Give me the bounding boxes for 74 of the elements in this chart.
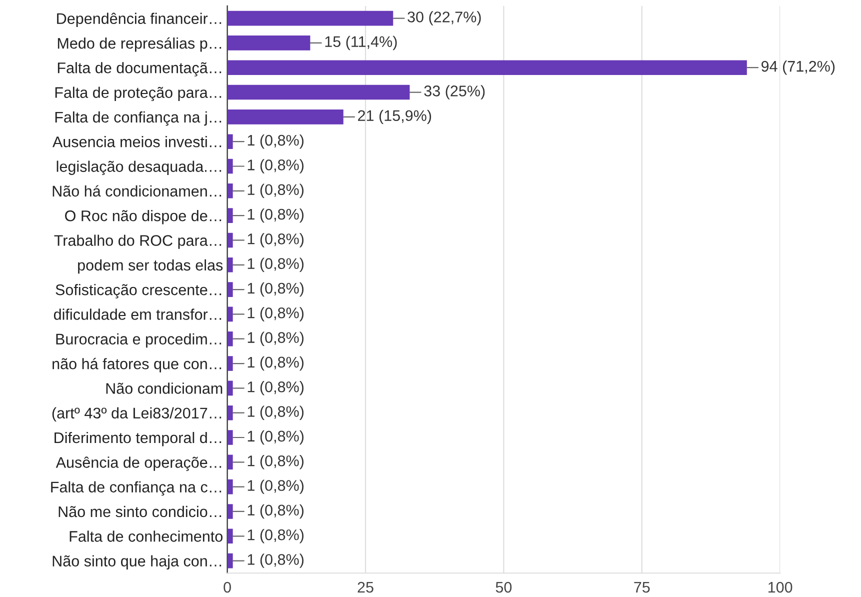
y-tick-label: Não condicionam	[106, 382, 222, 394]
data-label: 1 (0,8%)	[248, 529, 304, 544]
bar	[227, 232, 233, 248]
data-label: 1 (0,8%)	[248, 504, 304, 519]
data-label: 1 (0,8%)	[248, 307, 304, 322]
bar	[227, 84, 410, 100]
y-tick-label: O Roc não dispoe de…	[65, 210, 222, 224]
y-tick-label: dificuldade em transfor…	[54, 308, 222, 320]
y-tick-label: Falta de conhecimento	[70, 530, 223, 542]
y-tick-label: podem ser todas elas	[78, 259, 223, 274]
bar	[227, 257, 233, 272]
y-tick-label: Burocracia e procedim…	[56, 333, 222, 348]
y-tick-label: Não sinto que haja con…	[52, 555, 222, 570]
bar	[227, 405, 233, 420]
y-tick-label: Não me sinto condicio…	[58, 506, 222, 518]
bar	[227, 282, 233, 297]
bar	[227, 158, 233, 174]
y-tick-label: Ausência de operaçõe…	[56, 456, 222, 471]
data-label: 1 (0,8%)	[248, 406, 304, 420]
bar	[227, 479, 233, 494]
data-label: 1 (0,8%)	[248, 159, 304, 174]
data-label: 15 (11,4%)	[325, 36, 397, 50]
y-tick-label: (artº 43º da Lei83/2017…	[52, 407, 222, 422]
bar	[227, 504, 233, 519]
bar	[227, 331, 233, 346]
data-label: 1 (0,8%)	[248, 455, 304, 470]
bar	[227, 356, 233, 371]
data-label: 1 (0,8%)	[248, 332, 304, 346]
bar	[227, 380, 233, 396]
data-label: 1 (0,8%)	[248, 258, 304, 272]
y-tick-label: Ausencia meios investi…	[52, 136, 222, 148]
x-tick-label: 25	[358, 582, 374, 593]
bar	[227, 110, 344, 124]
y-tick-label: Medo de represálias p…	[58, 37, 222, 52]
bar	[227, 454, 233, 470]
y-tick-label: legislação desaquada.…	[56, 160, 222, 176]
data-label: 1 (0,8%)	[248, 184, 304, 198]
bar	[227, 184, 233, 198]
bar	[227, 430, 233, 445]
data-label: 1 (0,8%)	[248, 356, 304, 371]
bar	[227, 528, 233, 544]
data-label: 1 (0,8%)	[248, 134, 304, 149]
y-tick-label: Diferimento temporal d…	[54, 432, 222, 446]
y-tick-label: Sofisticação crescente…	[56, 284, 222, 298]
data-label: 1 (0,8%)	[248, 208, 304, 223]
y-tick-label: Não há condicionamen…	[52, 185, 222, 197]
y-tick-label: Falta de documentaçã…	[58, 62, 222, 76]
data-label: 1 (0,8%)	[248, 480, 304, 494]
bar	[227, 10, 394, 26]
bar	[227, 553, 233, 568]
x-tick-label: 0	[224, 582, 231, 593]
data-label: 1 (0,8%)	[248, 381, 304, 396]
y-tick-label: Dependência financeir…	[57, 12, 222, 28]
x-tick-label: 75	[634, 582, 650, 593]
data-label: 1 (0,8%)	[248, 430, 304, 445]
data-label: 1 (0,8%)	[248, 282, 304, 297]
y-tick-label: Falta de confiança na c…	[51, 481, 222, 496]
bar	[227, 208, 233, 223]
data-label: 1 (0,8%)	[248, 233, 304, 248]
data-label: 30 (22,7%)	[408, 11, 481, 26]
data-label: 1 (0,8%)	[248, 554, 304, 568]
data-label: 94 (71,2%)	[762, 60, 835, 75]
bar	[227, 60, 747, 76]
y-tick-label: Falta de proteção para…	[55, 86, 222, 102]
y-tick-label: não há fatores que con…	[52, 358, 222, 372]
bar	[227, 36, 310, 50]
bar	[227, 134, 233, 149]
data-label: 21 (15,9%)	[358, 110, 432, 124]
y-tick-label: Trabalho do ROC para…	[54, 234, 222, 249]
y-tick-label: Falta de confiança na j…	[55, 111, 222, 126]
x-tick-label: 50	[496, 582, 512, 593]
x-tick-label: 100	[768, 582, 792, 593]
data-label: 33 (25%)	[424, 85, 485, 100]
bar	[227, 306, 233, 322]
